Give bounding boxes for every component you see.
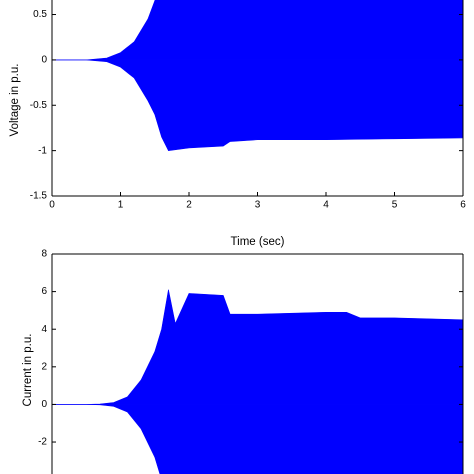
y-tick-label: -1 [38,145,47,156]
x-tick-label: 1 [118,200,124,211]
x-tick-label: 3 [255,200,261,211]
y-axis-label: Voltage in p.u. [9,64,21,137]
y-tick-label: 4 [41,324,47,335]
plot-area [52,0,463,151]
y-tick-label: 8 [41,249,47,260]
y-tick-label: -2 [38,437,47,448]
signal-envelope [52,289,463,405]
signal-envelope [52,0,463,61]
y-tick-label: 2 [41,361,47,372]
x-tick-label: 5 [392,200,398,211]
x-tick-label: 0 [49,200,55,211]
plot-area [52,289,463,474]
y-tick-label: 0 [41,55,47,66]
x-tick-label: 4 [323,200,329,211]
y-tick-label: 0.5 [33,9,47,20]
y-tick-label: -0.5 [30,100,48,111]
x-tick-label: 6 [460,200,466,211]
x-axis-label: Time (sec) [231,236,285,248]
y-axis-label: Current in p.u. [22,334,34,407]
y-tick-label: 6 [41,286,47,297]
signal-envelope [52,404,463,474]
x-tick-label: 2 [186,200,192,211]
y-tick-label: 0 [41,399,47,410]
y-tick-label: -1.5 [30,191,48,202]
signal-envelope [52,59,463,151]
